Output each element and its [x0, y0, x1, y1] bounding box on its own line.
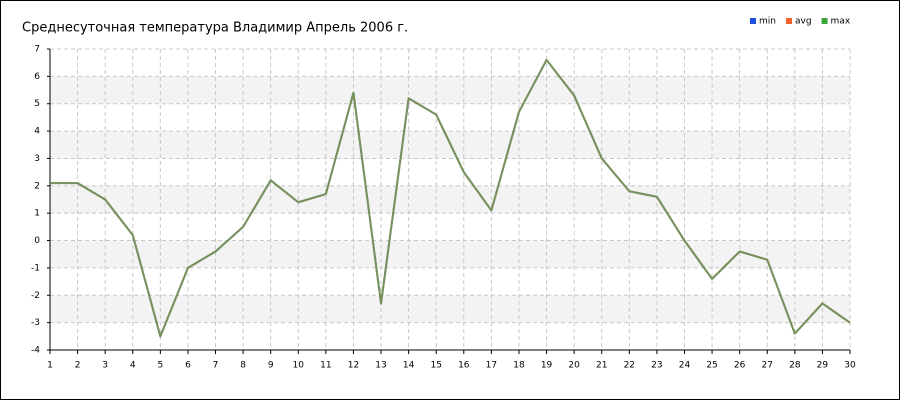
x-tick-label: 23	[651, 361, 662, 371]
y-tick-label: -4	[31, 346, 40, 356]
legend-label: max	[831, 17, 851, 27]
x-tick-label: 27	[762, 361, 773, 371]
band	[50, 240, 850, 268]
x-tick-label: 18	[513, 361, 525, 371]
y-tick-label: 7	[34, 45, 40, 55]
x-tick-label: 26	[734, 361, 746, 371]
x-tick-label: 2	[75, 361, 81, 371]
y-tick-label: -2	[31, 291, 40, 301]
x-tick-label: 19	[541, 361, 553, 371]
y-tick-label: 0	[34, 236, 40, 246]
legend-swatch	[785, 18, 792, 24]
x-tick-label: 9	[268, 361, 274, 371]
x-tick-label: 5	[157, 361, 163, 371]
x-tick-label: 16	[458, 361, 470, 371]
x-tick-label: 3	[102, 361, 108, 371]
y-tick-label: -1	[31, 263, 40, 273]
x-tick-label: 15	[430, 361, 441, 371]
band	[50, 185, 850, 214]
y-tick-label: 5	[34, 99, 40, 109]
y-tick-label: 6	[34, 72, 40, 82]
legend-swatch	[750, 18, 756, 24]
legend-swatch	[821, 18, 828, 24]
x-tick-label: 13	[375, 361, 386, 371]
x-tick-label: 14	[403, 361, 415, 371]
y-tick-label: 1	[34, 209, 40, 219]
x-tick-label: 22	[624, 361, 635, 371]
x-tick-label: 21	[596, 361, 607, 371]
band	[50, 295, 850, 323]
x-tick-label: 25	[706, 361, 717, 371]
x-tick-label: 4	[130, 361, 136, 371]
x-tick-label: 24	[679, 361, 691, 371]
x-tick-label: 20	[568, 361, 580, 371]
x-tick-label: 29	[817, 361, 829, 371]
y-tick-label: 2	[34, 181, 40, 191]
legend-label: min	[759, 17, 776, 27]
x-tick-label: 12	[348, 361, 359, 371]
band	[50, 76, 850, 104]
legend-label: avg	[795, 17, 812, 27]
x-tick-label: 11	[320, 361, 331, 371]
x-tick-label: 7	[213, 361, 219, 371]
x-tick-label: 30	[844, 361, 856, 371]
x-tick-label: 6	[185, 361, 191, 371]
y-tick-label: 3	[34, 154, 40, 164]
x-tick-label: 28	[789, 361, 801, 371]
x-tick-label: 17	[486, 361, 497, 371]
y-tick-label: -3	[31, 318, 40, 328]
x-tick-label: 8	[240, 361, 246, 371]
chart-title: Среднесуточная температура Владимир Апре…	[22, 21, 408, 36]
x-tick-label: 10	[293, 361, 305, 371]
y-tick-label: 4	[34, 127, 40, 137]
series-line	[50, 58, 851, 338]
x-tick-label: 1	[47, 361, 53, 371]
